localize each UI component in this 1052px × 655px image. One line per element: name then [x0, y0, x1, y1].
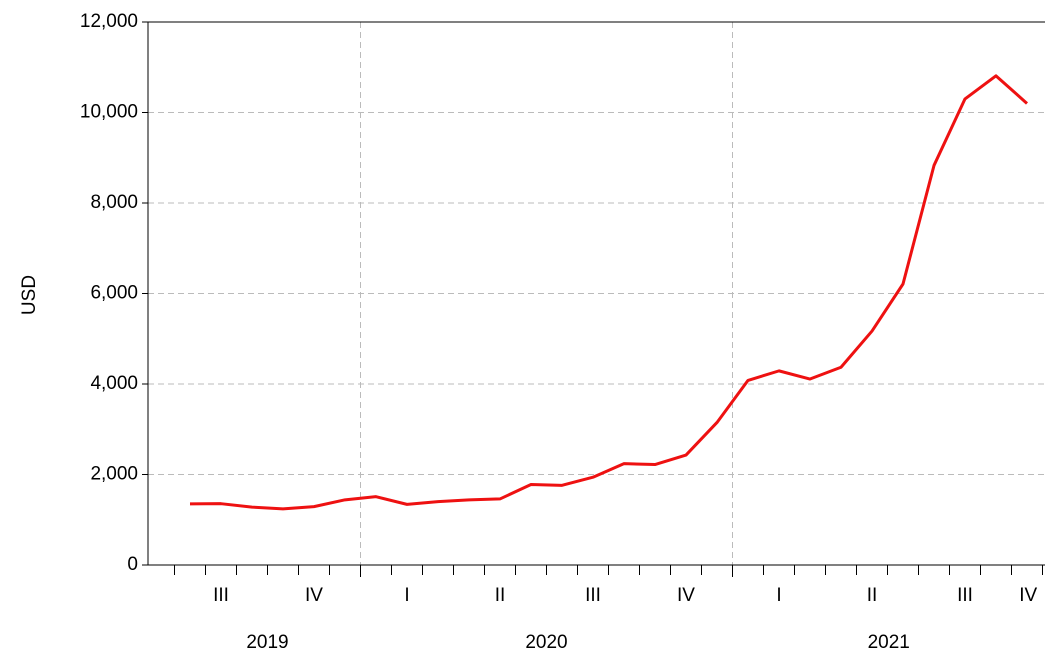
quarter-label: III	[585, 585, 601, 606]
y-tick-label: 2,000	[90, 464, 138, 485]
quarter-label: IV	[677, 585, 695, 606]
year-label: 2019	[246, 632, 288, 653]
y-tick-label: 0	[127, 554, 138, 575]
quarter-label: I	[404, 585, 409, 606]
y-tick-label: 4,000	[90, 373, 138, 394]
year-label: 2020	[525, 632, 567, 653]
quarter-label: II	[867, 585, 878, 606]
quarter-label: III	[213, 585, 229, 606]
y-tick-label: 6,000	[90, 283, 138, 304]
quarter-label: I	[776, 585, 781, 606]
y-tick-label: 12,000	[80, 11, 138, 32]
y-axis-label: USD	[19, 275, 40, 315]
quarter-label: IV	[305, 585, 323, 606]
quarter-label: II	[495, 585, 506, 606]
series-line	[189, 74, 1028, 511]
y-tick-label: 10,000	[80, 102, 138, 123]
quarter-label: III	[957, 585, 973, 606]
year-label: 2021	[868, 632, 910, 653]
quarter-label: IV	[1019, 585, 1037, 606]
y-tick-label: 8,000	[90, 192, 138, 213]
